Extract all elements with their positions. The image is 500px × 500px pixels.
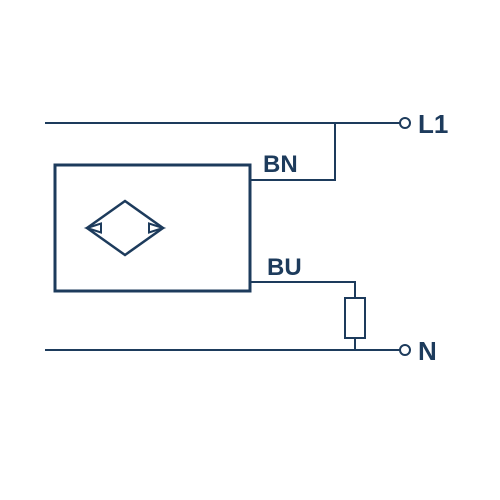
diamond-left-tri xyxy=(87,224,101,233)
label-L1: L1 xyxy=(418,109,448,139)
wiring-diagram: L1 N BN BU xyxy=(0,0,500,500)
diamond-symbol xyxy=(87,201,163,255)
wire-BU-upper xyxy=(250,282,355,298)
label-BU: BU xyxy=(267,254,302,281)
label-N: N xyxy=(418,336,437,366)
diamond-right-tri xyxy=(149,224,163,233)
load-rect xyxy=(345,298,365,338)
terminal-L1 xyxy=(400,118,410,128)
label-BN: BN xyxy=(263,151,298,178)
terminal-N xyxy=(400,345,410,355)
